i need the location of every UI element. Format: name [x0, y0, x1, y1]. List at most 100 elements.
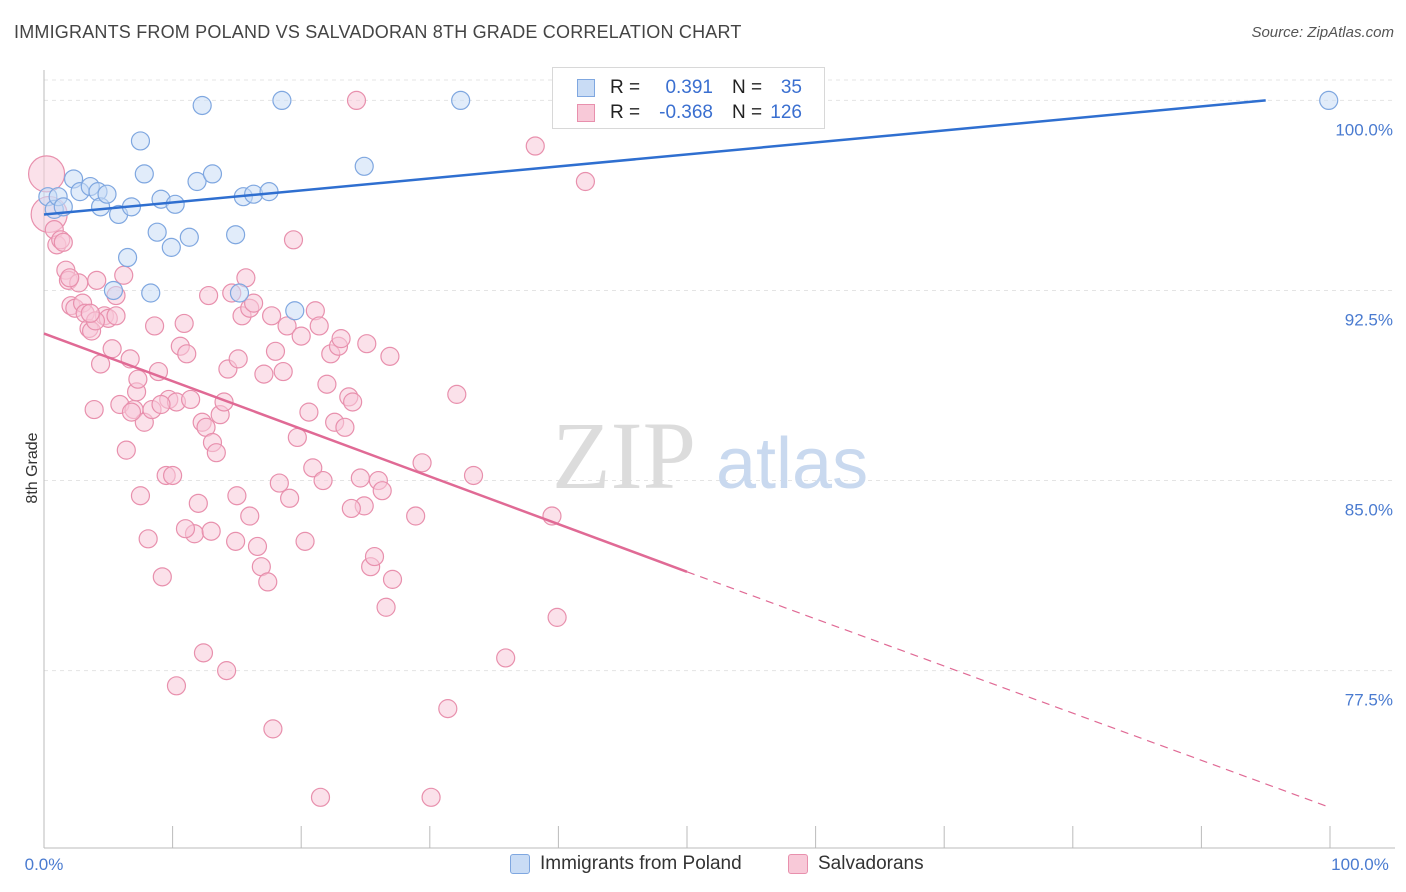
point-poland — [1319, 90, 1339, 111]
source-credit: Source: ZipAtlas.com — [1251, 24, 1394, 41]
point-salvadorans — [152, 567, 172, 587]
point-salvadorans — [317, 374, 337, 394]
point-salvadorans — [227, 486, 247, 506]
point-salvadorans — [525, 136, 545, 156]
point-salvadorans — [254, 364, 274, 384]
legend-swatch-pink — [577, 104, 595, 122]
y-axis-label: 8th Grade — [24, 432, 41, 503]
chart-title: IMMIGRANTS FROM POLAND VS SALVADORAN 8TH… — [14, 22, 742, 42]
point-salvadorans — [116, 440, 136, 460]
point-salvadorans — [27, 155, 66, 193]
point-poland — [117, 247, 138, 268]
x-tick-label: 100.0% — [1331, 855, 1389, 874]
point-salvadorans — [181, 389, 201, 410]
point-poland — [354, 156, 374, 176]
x-tick-label: 0.0% — [25, 855, 64, 874]
point-salvadorans — [350, 468, 370, 488]
point-salvadorans — [372, 481, 392, 501]
point-poland — [147, 222, 167, 242]
point-salvadorans — [341, 498, 361, 519]
point-salvadorans — [226, 531, 246, 551]
point-salvadorans — [138, 529, 158, 549]
correlation-legend: R = 0.391 N = 35 R = -0.368 N = 126 — [552, 67, 825, 129]
point-salvadorans — [175, 519, 196, 539]
legend-n-label: N = — [732, 77, 763, 98]
trend-line-salvadorans — [43, 332, 688, 573]
point-salvadorans — [313, 470, 333, 491]
point-salvadorans — [53, 232, 73, 252]
axis-labels: 8th Grade 77.5% 85.0% 92.5% 100.0% 0.0% 100.0… — [24, 120, 1393, 874]
point-salvadorans — [447, 384, 467, 404]
point-salvadorans — [376, 597, 396, 617]
point-salvadorans — [273, 361, 293, 382]
y-tick-label: 77.5% — [1345, 691, 1393, 710]
point-salvadorans — [151, 394, 171, 415]
point-salvadorans — [421, 787, 441, 807]
point-salvadorans — [188, 493, 208, 513]
point-salvadorans — [575, 171, 596, 192]
point-salvadorans — [128, 369, 148, 389]
point-poland — [97, 184, 117, 204]
point-salvadorans — [547, 607, 567, 627]
watermark: ZIP atlas — [552, 402, 868, 509]
legend-r-label: R = — [610, 77, 641, 98]
point-poland — [187, 171, 207, 192]
point-salvadorans — [357, 334, 377, 354]
point-poland — [179, 227, 199, 247]
legend-n-value: 126 — [770, 102, 802, 123]
point-salvadorans — [496, 648, 516, 668]
point-salvadorans — [121, 402, 142, 422]
point-salvadorans — [310, 787, 331, 807]
point-poland — [165, 194, 185, 214]
trend-lines — [43, 99, 1331, 809]
point-salvadorans — [335, 417, 355, 437]
point-poland — [272, 90, 292, 111]
point-salvadorans — [247, 536, 268, 557]
y-tick-label: 92.5% — [1345, 310, 1393, 329]
point-salvadorans — [309, 316, 329, 336]
watermark-atlas: atlas — [716, 424, 868, 504]
point-salvadorans — [60, 268, 80, 288]
point-salvadorans — [201, 521, 221, 541]
point-salvadorans — [463, 465, 484, 486]
point-salvadorans — [291, 326, 311, 346]
point-salvadorans — [163, 465, 183, 486]
point-salvadorans — [193, 643, 214, 663]
point-poland — [202, 164, 223, 184]
trend-line-poland — [43, 99, 1266, 216]
point-salvadorans — [217, 661, 237, 681]
point-salvadorans — [269, 473, 289, 493]
point-poland — [161, 237, 181, 257]
legend-swatch-pink — [788, 854, 808, 874]
point-salvadorans — [177, 344, 197, 364]
legend-swatch-blue — [577, 79, 595, 97]
y-tick-label: 85.0% — [1345, 501, 1393, 520]
point-poland — [141, 283, 161, 303]
point-poland — [130, 131, 151, 151]
point-salvadorans — [114, 265, 134, 285]
point-salvadorans — [343, 392, 363, 412]
point-poland — [226, 225, 246, 245]
point-salvadorans — [174, 313, 194, 334]
point-salvadorans — [84, 399, 104, 420]
grid-lines — [44, 79, 1395, 672]
point-salvadorans — [346, 90, 367, 111]
point-salvadorans — [299, 402, 319, 422]
point-salvadorans — [382, 569, 403, 589]
legend-r-value: -0.368 — [659, 102, 713, 123]
point-salvadorans — [406, 506, 426, 526]
point-salvadorans — [303, 458, 323, 478]
point-salvadorans — [262, 306, 282, 326]
point-salvadorans — [102, 339, 122, 359]
legend-swatch-blue — [510, 854, 530, 874]
point-salvadorans — [295, 531, 315, 551]
point-poland — [229, 283, 250, 303]
point-salvadorans — [280, 488, 300, 508]
point-poland — [134, 164, 154, 184]
point-salvadorans — [87, 270, 107, 290]
legend-n-label: N = — [732, 102, 763, 123]
point-salvadorans — [380, 346, 400, 366]
legend-r-value: 0.391 — [665, 77, 713, 98]
point-salvadorans — [438, 699, 458, 719]
